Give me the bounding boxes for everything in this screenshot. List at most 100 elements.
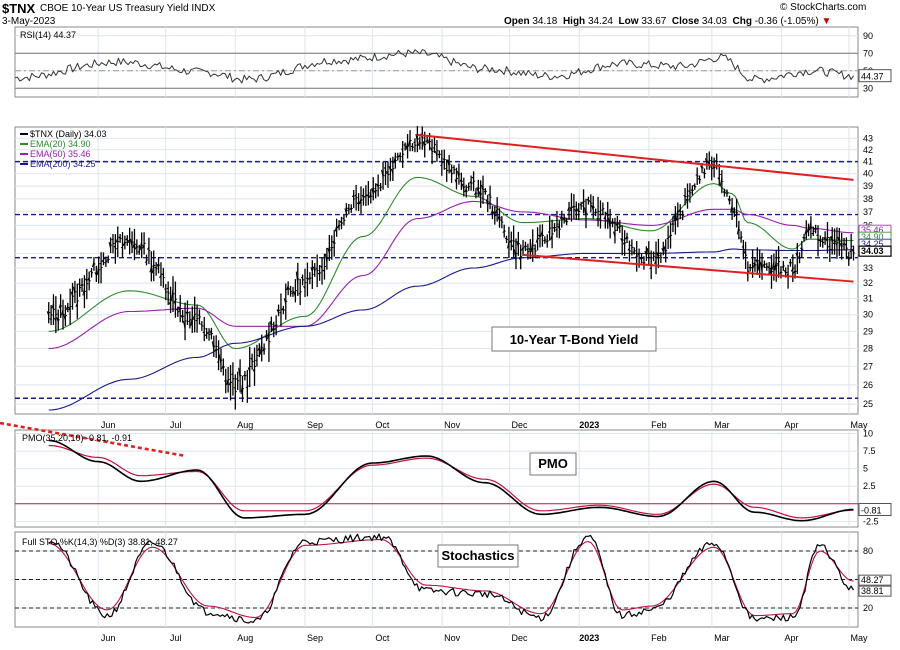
price-bar-open [368, 193, 372, 198]
panel-frame-pmo [14, 429, 859, 528]
y-tick-label: 29 [863, 326, 873, 336]
price-bar-open [683, 194, 686, 198]
price-bar-open [361, 194, 364, 198]
y-tick-label: 90 [863, 31, 873, 41]
price-bar-open [347, 207, 350, 210]
price-bar-open [646, 248, 650, 258]
price-bar-open [383, 167, 386, 169]
price-bar-open [574, 209, 577, 213]
price-bar-open [492, 211, 496, 217]
price-bar-open [675, 210, 679, 221]
x-axis-label: Jun [101, 633, 116, 643]
price-bar-open [113, 245, 116, 248]
pmo-value-box [858, 502, 892, 516]
price-bar-open [610, 221, 613, 224]
price-bar-open [748, 266, 751, 269]
price-bar-open [178, 306, 181, 313]
price-bar-open [521, 247, 524, 251]
price-bar-open [799, 247, 803, 250]
price-value-box [858, 245, 892, 257]
price-bar-open [540, 230, 543, 236]
x-axis-label: Dec [512, 420, 529, 430]
price-bar-open [688, 190, 691, 193]
price-bar-open [804, 229, 807, 235]
price-bar-open [118, 236, 121, 239]
price-bar-open [307, 277, 311, 280]
price-bar-open [776, 263, 779, 266]
price-bar-open [142, 244, 145, 249]
price-bar-open [447, 159, 450, 168]
price-bar-open [717, 177, 720, 180]
price-bar-open [317, 272, 320, 275]
price-bar-open [795, 252, 798, 257]
price-bar-open [82, 287, 85, 296]
price-bar-open [259, 341, 263, 355]
price-bar-open [295, 271, 299, 285]
sto-legend: Full STO %K(14,3) %D(3) 38.81, 48.27 [22, 537, 178, 547]
price-bar-open [497, 214, 500, 220]
price-bar-open [671, 222, 674, 225]
price-bar-open [94, 272, 97, 276]
price-bar-open [337, 224, 340, 228]
price-bar-open [608, 217, 611, 230]
price-bar-open [408, 139, 411, 146]
price-bar-open [593, 211, 596, 214]
price-bar-open [422, 141, 426, 150]
price-bar-open [564, 219, 568, 224]
price-bar-open [690, 189, 693, 191]
price-legend-entry: EMA(20) 34.90 [30, 139, 91, 149]
price-bar-open [381, 169, 384, 178]
x-axis-label: Feb [651, 420, 667, 430]
open-value: 34.18 [532, 16, 558, 27]
price-bar-open [70, 291, 73, 297]
price-bar-open [173, 300, 176, 304]
price-bar-open [327, 247, 330, 254]
ema-line [48, 200, 854, 350]
price-bar-open [727, 198, 730, 203]
down-arrow-icon: ▼ [821, 16, 832, 27]
pmo-legend: PMO(35,20,10) -0.81, -0.91 [22, 433, 132, 443]
price-bar-open [202, 331, 205, 334]
price-bar-open [506, 242, 510, 249]
price-bar-open [204, 333, 208, 337]
y-tick-label: 80 [863, 546, 873, 556]
price-bar-open [171, 288, 174, 301]
price-bar-open [622, 242, 626, 245]
price-bar-open [228, 381, 231, 386]
price-bar-open [797, 255, 800, 258]
y-tick-label: 2.5 [863, 481, 876, 491]
x-axis-label: Jun [101, 420, 116, 430]
y-tick-label: 31 [863, 294, 873, 304]
price-bar-open [216, 361, 219, 363]
price-bar-open [700, 165, 703, 169]
price-bar-open [257, 347, 260, 351]
sto-value-box [858, 585, 892, 597]
price-bar-open [543, 239, 546, 242]
price-bar-open [61, 309, 64, 316]
price-bar-open [255, 359, 258, 362]
price-bar-open [767, 266, 770, 269]
x-axis-label: Dec [512, 633, 529, 643]
price-bar-open [127, 239, 131, 243]
price-bar-open [806, 228, 810, 233]
price-bar-open [96, 264, 100, 276]
price-bar-open [495, 208, 498, 214]
price-bar-open [516, 241, 519, 248]
price-bar-open [373, 190, 377, 195]
price-bar-open [842, 243, 845, 246]
price-bar-open [820, 240, 824, 243]
close-value: 34.03 [701, 16, 727, 27]
price-bar-open [91, 261, 95, 268]
price-bar-open [732, 210, 735, 215]
price-bar-open [562, 217, 565, 220]
price-bar-open [122, 241, 126, 247]
price-bar-open [569, 206, 572, 212]
price-value-label: 34.90 [861, 232, 884, 242]
price-bar-open [526, 248, 529, 251]
price-bar-open [837, 236, 840, 242]
y-tick-label: -2.5 [863, 516, 879, 526]
ema-line [48, 176, 854, 350]
price-bar-open [144, 260, 147, 263]
price-bar-open [617, 226, 621, 230]
price-bar-open [762, 264, 765, 267]
